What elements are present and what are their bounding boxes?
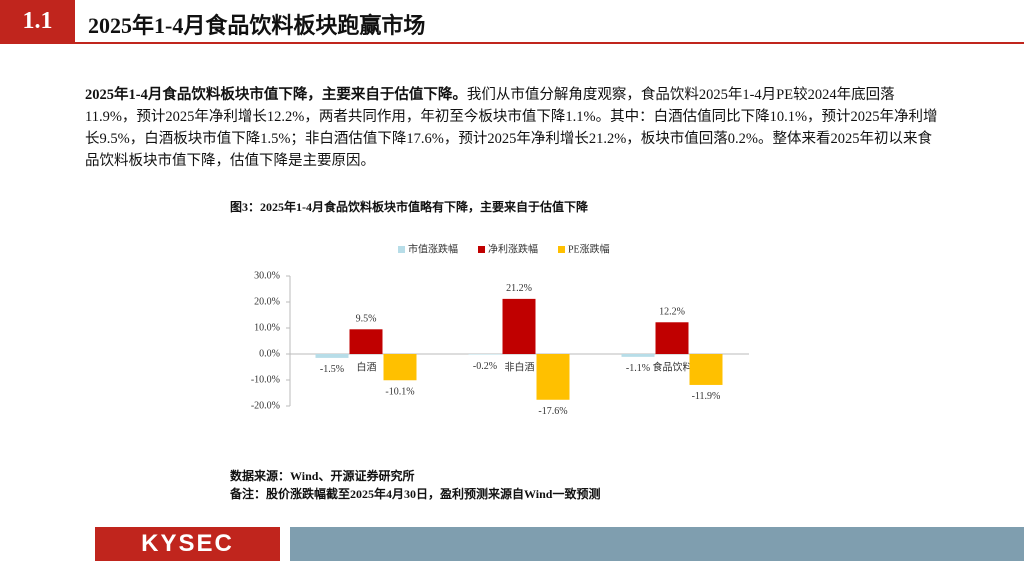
footer-bar — [290, 527, 1024, 561]
value-label: -1.5% — [320, 364, 344, 375]
legend-swatch — [398, 246, 405, 253]
y-tick-label: -20.0% — [251, 400, 280, 411]
bar — [315, 354, 349, 358]
value-label: -0.2% — [473, 361, 497, 372]
value-label: -11.9% — [692, 391, 721, 402]
y-tick-label: -10.0% — [251, 374, 280, 385]
bar — [689, 354, 723, 385]
value-label: -10.1% — [385, 387, 414, 398]
body-text: 我们从市值分解角度观察，食品饮料2025年1-4月PE较2024年底回落11.9… — [85, 87, 938, 169]
y-tick-label: 0.0% — [259, 348, 280, 359]
bar — [536, 354, 570, 400]
footer-logo: KYSEC — [141, 530, 234, 557]
legend-label: 市值涨跌幅 — [408, 242, 458, 255]
x-tick-label: 非白酒 — [505, 360, 535, 373]
value-label: 12.2% — [659, 307, 685, 318]
note-source: 数据来源：Wind、开源证券研究所 — [230, 469, 415, 483]
header-rule — [0, 42, 1024, 44]
header-title: 2025年1-4月食品饮料板块跑赢市场 — [88, 13, 426, 38]
value-label: 9.5% — [356, 314, 377, 325]
bar — [349, 329, 383, 354]
x-tick-label: 白酒 — [357, 360, 377, 373]
body-lead: 2025年1-4月食品饮料板块市值下降，主要来自于估值下降。 — [85, 87, 467, 103]
value-label: 21.2% — [506, 283, 532, 294]
note-remark: 备注：股价涨跌幅截至2025年4月30日，盈利预测来源自Wind一致预测 — [230, 487, 601, 501]
value-label: -1.1% — [626, 363, 650, 374]
y-tick-label: 10.0% — [254, 322, 280, 333]
footer-logo-box — [95, 527, 280, 561]
header-number-box — [0, 0, 75, 42]
legend-swatch — [478, 246, 485, 253]
bar — [621, 354, 655, 357]
y-tick-label: 20.0% — [254, 296, 280, 307]
bar — [468, 354, 502, 355]
x-tick-label: 食品饮料 — [653, 360, 693, 373]
bar — [502, 298, 536, 354]
bar — [383, 354, 417, 381]
y-tick-label: 30.0% — [254, 270, 280, 281]
legend-label: PE涨跌幅 — [568, 242, 610, 255]
chart-title: 图3：2025年1-4月食品饮料板块市值略有下降，主要来自于估值下降 — [230, 200, 588, 214]
header-number: 1.1 — [22, 8, 53, 34]
value-label: -17.6% — [538, 406, 567, 417]
legend-swatch — [558, 246, 565, 253]
bar — [655, 322, 689, 354]
body-paragraph: 2025年1-4月食品饮料板块市值下降，主要来自于估值下降。我们从市值分解角度观… — [85, 84, 945, 172]
legend-label: 净利涨跌幅 — [488, 242, 538, 255]
